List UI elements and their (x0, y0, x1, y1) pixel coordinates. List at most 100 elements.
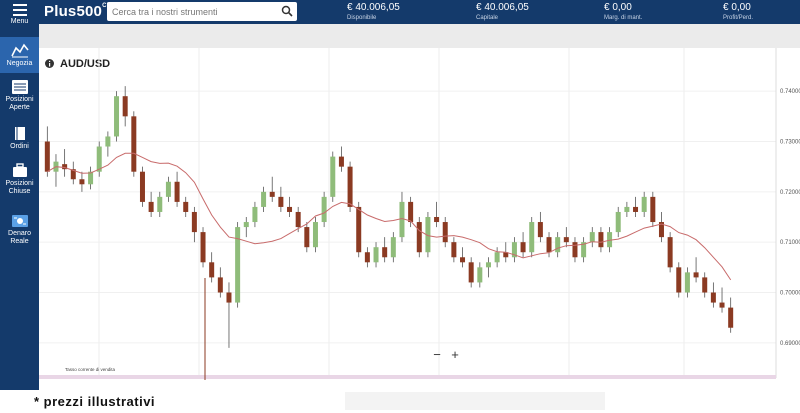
candle-body (485, 262, 491, 268)
candle-body (261, 191, 267, 207)
sidebar-item-closed-positions[interactable]: Posizioni Chiuse (0, 163, 39, 203)
candle-body (191, 211, 197, 233)
candle-body (252, 206, 258, 223)
sidebar-item-open-positions[interactable]: Posizioni Aperte (0, 80, 39, 120)
candle-body (183, 201, 189, 212)
sidebar-item-label: Denaro (8, 230, 31, 237)
search-input[interactable] (112, 4, 277, 19)
candle-body (174, 181, 180, 202)
sidebar-item-orders[interactable]: Ordini (0, 126, 39, 156)
candle-body (122, 96, 128, 117)
candle-body (382, 247, 388, 258)
zoom-out-button[interactable]: − (433, 347, 441, 362)
candle-body (442, 222, 448, 243)
briefcase-icon (12, 163, 27, 177)
candle-body (269, 191, 275, 197)
time-scrollbar (39, 375, 776, 379)
candle-body (572, 242, 578, 258)
y-tick-label: 0.71000 (780, 240, 800, 246)
sidebar-item-negozia[interactable]: Negozia (0, 37, 39, 73)
menu-button[interactable]: Menu (0, 4, 39, 34)
candle-body (44, 141, 50, 172)
candle-body (503, 252, 509, 258)
y-tick-label: 0.70000 (780, 291, 800, 297)
candle-body (88, 171, 94, 185)
sidebar-item-real-money[interactable]: Denaro Reale (0, 214, 39, 254)
sidebar-item-label: Ordini (10, 143, 29, 150)
candle-body (105, 136, 111, 147)
moving-average-line (47, 152, 732, 281)
search-icon[interactable] (281, 5, 293, 17)
candle-body (399, 201, 405, 238)
candle-body (676, 267, 682, 293)
candlestick-chart[interactable]: 0.74000 0.73000 0.72000 0.71000 0.70000 0.690… (39, 48, 800, 380)
sidebar-item-label: Negozia (6, 60, 33, 67)
candle-body (624, 206, 630, 212)
stat-maintenance-margin: € 0,00 Marg. di mant. (604, 2, 643, 21)
candle-body (434, 217, 440, 223)
candle-body (641, 196, 647, 212)
toolbar-strip (39, 24, 800, 48)
candle-body (633, 206, 639, 212)
candle-body (511, 242, 517, 258)
candle-body (650, 196, 656, 223)
candle-body (321, 196, 327, 223)
hamburger-icon (12, 4, 27, 16)
candle-body (226, 292, 232, 303)
candle-body (79, 179, 85, 185)
candle-body (157, 196, 163, 212)
plus500-logo[interactable]: Plus500CFD (44, 3, 115, 20)
candle-body (209, 262, 215, 278)
search-box[interactable] (107, 2, 297, 21)
candle-body (693, 272, 699, 278)
candle-body (408, 201, 414, 223)
candle-body (719, 302, 725, 308)
candle-body (53, 161, 59, 172)
candle-body (589, 232, 595, 243)
illustrative-prices-note: * prezzi illustrativi (34, 394, 156, 409)
zoom-in-button[interactable]: + (451, 347, 459, 362)
candle-body (460, 257, 466, 263)
candle-body (598, 232, 604, 248)
candle-body (364, 252, 370, 263)
instrument-title: AUD/USD (45, 58, 110, 70)
candle-body (114, 96, 120, 137)
candle-body (347, 166, 353, 207)
y-tick-label: 0.74000 (780, 89, 800, 95)
candle-body (702, 277, 708, 293)
candle-body (390, 237, 396, 258)
money-icon (11, 215, 28, 227)
candle-body (555, 237, 561, 253)
candle-body (139, 171, 145, 202)
candle-body (287, 206, 293, 212)
candle-body (295, 211, 301, 228)
sidebar-item-label-2: Chiuse (8, 188, 31, 195)
stat-available: € 40.006,05 Disponibile (347, 2, 400, 21)
candle-body (537, 222, 543, 238)
info-icon[interactable] (45, 59, 54, 68)
candle-body (667, 237, 673, 268)
candle-body (607, 232, 613, 248)
candle-body (243, 222, 249, 228)
candle-body (468, 262, 474, 283)
candle-body (477, 267, 483, 283)
candle-body (373, 247, 379, 263)
sidebar-item-label-2: Reale (10, 238, 29, 245)
sidebar-item-label: Posizioni (5, 96, 34, 103)
chart-panel: AUD/USD 0.74000 0.73000 0.72000 0.71000 0.70… (39, 48, 800, 380)
y-tick-label: 0.73000 (780, 140, 800, 146)
candle-body (235, 227, 241, 303)
candle-body (710, 292, 716, 303)
stat-profit-loss: € 0,00 Profit/Perd. (723, 2, 754, 21)
list-icon (11, 80, 28, 94)
sidebar-item-label-2: Aperte (9, 104, 30, 111)
sidebar-item-label: Posizioni (5, 180, 34, 187)
y-tick-label: 0.69000 (780, 341, 800, 347)
candle-body (451, 242, 457, 258)
candle-body (62, 164, 68, 170)
y-tick-label: 0.72000 (780, 190, 800, 196)
candle-body (581, 242, 587, 258)
candle-body (658, 222, 664, 238)
